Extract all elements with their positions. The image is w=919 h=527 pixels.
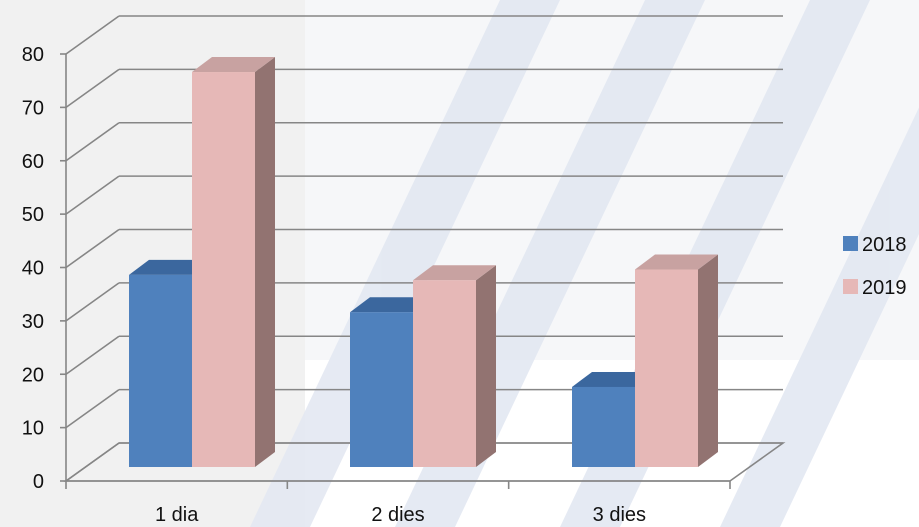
y-tick-label: 30: [22, 311, 44, 333]
bar-front: [635, 269, 698, 467]
x-category-label: 2 dies: [371, 504, 424, 526]
bar-2019-1-dia: [192, 57, 275, 468]
bar-2019-2-dies: [413, 265, 496, 467]
watermark-stripe: [720, 107, 919, 527]
watermark-stripe: [250, 0, 560, 527]
gridline-depth: [65, 228, 120, 269]
legend-label: 2018: [862, 234, 907, 256]
bar-top: [413, 265, 496, 281]
bar-top: [350, 297, 433, 313]
y-tick-label: 0: [33, 471, 44, 493]
x-category-label: 1 dia: [155, 504, 199, 526]
bar-top: [572, 371, 655, 387]
gridline-depth: [65, 122, 120, 162]
legend-swatch: [843, 279, 858, 294]
y-tick-label: 60: [22, 151, 44, 173]
bar-front: [129, 274, 192, 467]
gridline-depth: [65, 68, 120, 109]
y-tick-label: 10: [22, 418, 44, 440]
bar-top: [129, 259, 212, 275]
bar-top: [192, 57, 275, 73]
bar-side: [698, 254, 718, 467]
gridline-depth: [65, 282, 120, 322]
bars: [129, 57, 718, 468]
y-tick-labels: 0 10 20 30 40 50 60 70 80: [22, 44, 44, 493]
y-tick-label: 50: [22, 204, 44, 226]
legend-swatch: [843, 236, 858, 251]
bar-front: [350, 312, 413, 467]
y-tick-label: 20: [22, 364, 44, 386]
y-tick-label: 40: [22, 258, 44, 280]
legend-label: 2019: [862, 277, 907, 299]
bar-top: [635, 254, 718, 270]
bar-front: [192, 72, 255, 468]
gridline-depth: [65, 175, 120, 215]
y-tick-label: 70: [22, 97, 44, 119]
gridline-depth: [65, 15, 120, 55]
bar-side: [255, 57, 275, 468]
gridline-depth: [65, 335, 120, 375]
legend: 2018 2019: [843, 234, 907, 299]
bar-2019-3-dies: [635, 254, 718, 467]
bar-side: [476, 265, 496, 467]
bar-front: [413, 280, 476, 467]
bar-front: [572, 386, 635, 467]
gridline-depth: [65, 388, 120, 429]
x-category-labels: 1 dia 2 dies 3 dies: [155, 504, 646, 526]
axes: [60, 53, 786, 489]
y-tick-label: 80: [22, 44, 44, 66]
x-category-label: 3 dies: [593, 504, 646, 526]
